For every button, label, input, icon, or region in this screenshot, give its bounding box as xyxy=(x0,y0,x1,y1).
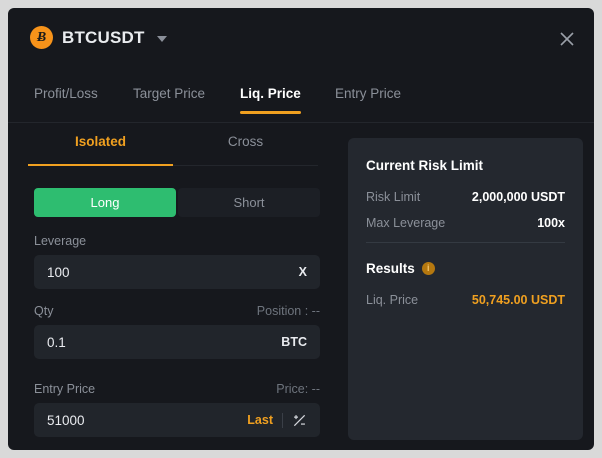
tab-target-price[interactable]: Target Price xyxy=(133,86,206,101)
leverage-label: Leverage xyxy=(34,234,87,248)
leverage-field-head: Leverage xyxy=(34,234,320,248)
risk-card-title: Current Risk Limit xyxy=(366,158,484,173)
risk-limit-key: Risk Limit xyxy=(366,190,421,204)
tab-liq-price[interactable]: Liq. Price xyxy=(240,86,301,114)
leverage-input[interactable]: 100 X xyxy=(34,255,320,289)
risk-limit-card: Current Risk Limit Risk Limit 2,000,000 … xyxy=(348,138,583,440)
side-toggle: Long Short xyxy=(34,188,320,217)
side-long-button[interactable]: Long xyxy=(34,188,176,217)
qty-field: Qty Position : -- 0.1 BTC xyxy=(34,304,320,359)
tab-entry-price[interactable]: Entry Price xyxy=(335,86,402,101)
entry-price-label: Entry Price xyxy=(34,382,96,396)
calculator-modal: Ƀ BTCUSDT Profit/Loss Target Price Liq. … xyxy=(8,8,594,450)
bitcoin-icon: Ƀ xyxy=(30,26,53,49)
symbol-label: BTCUSDT xyxy=(62,27,145,47)
max-leverage-key: Max Leverage xyxy=(366,216,446,230)
suffix-divider xyxy=(282,412,283,428)
max-leverage-row: Max Leverage 100x xyxy=(366,216,565,230)
margin-mode-isolated[interactable]: Isolated xyxy=(28,134,173,166)
side-short-button[interactable]: Short xyxy=(178,188,320,217)
plus-minus-swap-icon[interactable] xyxy=(292,413,307,428)
leverage-field: Leverage 100 X xyxy=(34,234,320,289)
info-icon[interactable]: i xyxy=(421,262,435,275)
margin-mode-toggle: Isolated Cross xyxy=(28,134,318,166)
calculator-tabs: Profit/Loss Target Price Liq. Price Entr… xyxy=(8,86,594,123)
card-divider xyxy=(366,242,565,243)
qty-label: Qty xyxy=(34,304,54,318)
entry-price-input[interactable]: 51000 Last xyxy=(34,403,320,437)
results-heading: Results i xyxy=(366,261,565,276)
symbol-selector[interactable]: Ƀ BTCUSDT xyxy=(30,26,167,49)
leverage-input-value: 100 xyxy=(47,264,70,280)
qty-field-head: Qty Position : -- xyxy=(34,304,320,318)
qty-position-hint: Position : -- xyxy=(256,304,320,318)
qty-unit: BTC xyxy=(281,335,307,349)
tab-profit-loss[interactable]: Profit/Loss xyxy=(34,86,98,101)
max-leverage-value: 100x xyxy=(537,216,565,230)
results-title-label: Results xyxy=(366,261,415,276)
margin-mode-cross[interactable]: Cross xyxy=(173,134,318,166)
qty-input-value: 0.1 xyxy=(47,334,66,350)
risk-limit-row: Risk Limit 2,000,000 USDT xyxy=(366,190,565,204)
liq-price-value: 50,745.00 USDT xyxy=(471,293,565,307)
modal-header: Ƀ BTCUSDT xyxy=(8,8,594,68)
close-icon[interactable] xyxy=(556,28,578,50)
leverage-unit: X xyxy=(298,265,307,279)
entry-price-hint: Price: -- xyxy=(276,382,320,396)
chevron-down-icon[interactable] xyxy=(156,36,167,42)
entry-price-input-value: 51000 xyxy=(47,412,85,428)
entry-price-last-button[interactable]: Last xyxy=(247,413,273,427)
risk-limit-value: 2,000,000 USDT xyxy=(471,190,565,204)
liq-price-row: Liq. Price 50,745.00 USDT xyxy=(366,293,565,307)
entry-price-field: Entry Price Price: -- 51000 Last xyxy=(34,382,320,437)
qty-input[interactable]: 0.1 BTC xyxy=(34,325,320,359)
liq-price-key: Liq. Price xyxy=(366,293,419,307)
entry-price-field-head: Entry Price Price: -- xyxy=(34,382,320,396)
calculator-form: Isolated Cross Long Short Leverage 100 X… xyxy=(8,134,338,437)
